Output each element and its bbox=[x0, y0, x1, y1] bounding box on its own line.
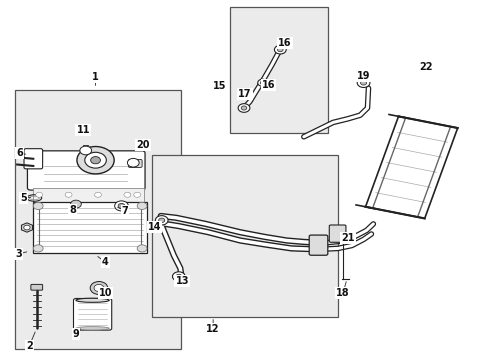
Bar bbox=[230, 7, 328, 133]
Circle shape bbox=[159, 218, 165, 222]
Circle shape bbox=[277, 48, 283, 52]
Text: 22: 22 bbox=[419, 62, 433, 72]
Circle shape bbox=[71, 200, 81, 208]
Text: 21: 21 bbox=[341, 233, 355, 243]
Text: 12: 12 bbox=[206, 324, 220, 334]
Text: 14: 14 bbox=[147, 222, 161, 232]
Circle shape bbox=[85, 152, 106, 168]
Text: 15: 15 bbox=[213, 81, 226, 91]
Bar bbox=[83, 145, 88, 152]
Circle shape bbox=[91, 157, 100, 164]
Text: 13: 13 bbox=[175, 276, 189, 286]
Bar bbox=[366, 116, 458, 219]
Bar bbox=[33, 202, 147, 253]
Circle shape bbox=[94, 284, 104, 292]
Text: 5: 5 bbox=[20, 193, 27, 203]
Circle shape bbox=[274, 45, 286, 54]
Circle shape bbox=[124, 192, 131, 197]
Bar bbox=[152, 155, 338, 317]
Circle shape bbox=[80, 146, 92, 155]
Circle shape bbox=[118, 203, 125, 208]
Circle shape bbox=[127, 158, 139, 167]
Ellipse shape bbox=[76, 298, 109, 302]
Circle shape bbox=[137, 245, 147, 252]
FancyBboxPatch shape bbox=[128, 159, 142, 167]
Circle shape bbox=[172, 272, 185, 281]
Text: 1: 1 bbox=[92, 72, 99, 82]
Circle shape bbox=[36, 192, 43, 197]
Text: 16: 16 bbox=[262, 80, 275, 90]
Circle shape bbox=[77, 147, 114, 174]
Circle shape bbox=[176, 274, 182, 279]
Text: 4: 4 bbox=[102, 257, 109, 267]
Text: 10: 10 bbox=[98, 288, 112, 298]
Text: 17: 17 bbox=[238, 89, 252, 99]
Circle shape bbox=[238, 104, 250, 112]
FancyBboxPatch shape bbox=[27, 151, 145, 190]
FancyBboxPatch shape bbox=[74, 298, 112, 330]
FancyBboxPatch shape bbox=[31, 284, 43, 290]
Text: 2: 2 bbox=[26, 341, 33, 351]
Text: 19: 19 bbox=[357, 71, 370, 81]
Text: 16: 16 bbox=[278, 38, 292, 48]
Circle shape bbox=[260, 81, 265, 85]
FancyBboxPatch shape bbox=[24, 149, 43, 169]
Circle shape bbox=[65, 192, 72, 197]
Circle shape bbox=[137, 202, 147, 210]
Circle shape bbox=[134, 192, 141, 197]
FancyBboxPatch shape bbox=[329, 225, 346, 242]
Bar bbox=[33, 188, 144, 202]
Circle shape bbox=[33, 202, 43, 210]
Text: 18: 18 bbox=[336, 288, 350, 298]
Circle shape bbox=[357, 78, 370, 87]
Text: 9: 9 bbox=[73, 329, 79, 339]
Circle shape bbox=[24, 225, 30, 230]
Polygon shape bbox=[22, 223, 32, 232]
Circle shape bbox=[115, 201, 128, 211]
Text: 3: 3 bbox=[15, 249, 22, 259]
FancyBboxPatch shape bbox=[309, 235, 328, 255]
Circle shape bbox=[155, 216, 168, 225]
Text: 6: 6 bbox=[16, 148, 23, 158]
Text: 8: 8 bbox=[69, 205, 76, 215]
Ellipse shape bbox=[76, 327, 109, 330]
Circle shape bbox=[241, 106, 247, 110]
Text: 20: 20 bbox=[136, 140, 150, 150]
Text: 7: 7 bbox=[122, 206, 128, 216]
Circle shape bbox=[90, 282, 108, 294]
Circle shape bbox=[361, 81, 367, 85]
Circle shape bbox=[258, 79, 268, 86]
Circle shape bbox=[33, 245, 43, 252]
Bar bbox=[15, 90, 181, 349]
Text: 11: 11 bbox=[76, 125, 90, 135]
Circle shape bbox=[95, 192, 101, 197]
